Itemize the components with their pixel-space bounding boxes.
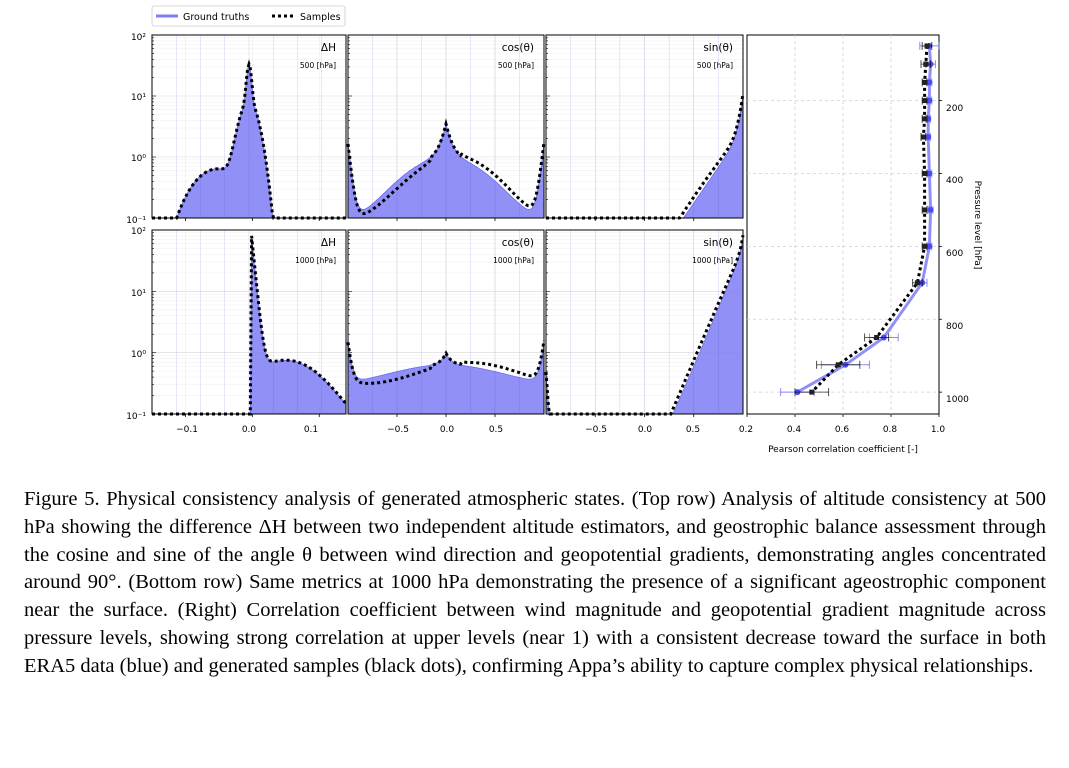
y-tick-label: 10⁰ — [131, 350, 146, 360]
y-tick-label: 10⁰ — [131, 154, 146, 164]
figure: Ground truths Samples ΔH 500 [hPa] cos(θ) 5… — [126, 5, 982, 455]
panel-title: sin(θ) — [703, 237, 733, 249]
y-tick-label: 200 — [946, 104, 963, 114]
x-tick-label: 0.8 — [883, 425, 898, 435]
histogram-panel: sin(θ) 500 [hPa] — [545, 34, 745, 221]
panel-level: 1000 [hPa] — [295, 256, 336, 265]
data-point — [874, 334, 880, 340]
y-tick-label: 10² — [131, 33, 146, 43]
y-axis-bottom: 10² 10¹ 10⁰ 10⁻¹ — [126, 227, 146, 422]
panel-level: 500 [hPa] — [300, 61, 336, 70]
y-tick-label: 400 — [946, 176, 963, 186]
panel-level: 1000 [hPa] — [692, 256, 733, 265]
histogram-panel: cos(θ) 1000 [hPa] — [346, 229, 546, 417]
data-point — [922, 116, 928, 122]
histogram-panel: sin(θ) 1000 [hPa] — [544, 229, 745, 417]
legend: Ground truths Samples — [151, 5, 346, 27]
panel-title: cos(θ) — [502, 42, 534, 54]
data-point — [925, 134, 932, 141]
data-point — [926, 79, 933, 86]
panel-title: ΔH — [321, 42, 336, 54]
x-tick-label: 0.0 — [638, 425, 653, 435]
panel-title: ΔH — [321, 237, 336, 249]
data-point — [924, 43, 930, 49]
panel-level: 500 [hPa] — [697, 61, 733, 70]
x-axis-sin: −0.5 0.0 0.5 — [585, 425, 700, 435]
x-axis-cos: −0.5 0.0 0.5 — [387, 425, 503, 435]
data-point — [927, 206, 934, 213]
data-point — [922, 243, 928, 249]
data-point — [922, 79, 928, 85]
data-point — [923, 61, 929, 67]
data-point — [926, 243, 933, 250]
x-axis-label: Pearson correlation coefficient [-] — [768, 445, 918, 455]
data-point — [922, 98, 928, 104]
data-point — [926, 170, 933, 177]
y-axis-top: 10² 10¹ 10⁰ 10⁻¹ — [126, 33, 146, 226]
y-tick-label: 10² — [131, 227, 146, 237]
x-tick-label: −0.1 — [176, 425, 198, 435]
panel-level: 500 [hPa] — [498, 61, 534, 70]
data-point — [914, 280, 920, 286]
data-point — [922, 170, 928, 176]
correlation-panel: 0.2 0.4 0.6 0.8 1.0 200 400 600 800 1000… — [739, 34, 982, 455]
data-point — [835, 362, 841, 368]
x-tick-label: 0.5 — [489, 425, 503, 435]
data-point — [920, 134, 926, 140]
y-tick-label: 800 — [946, 322, 963, 332]
x-tick-label: 0.2 — [739, 425, 753, 435]
x-tick-label: −0.5 — [585, 425, 607, 435]
panel-title: sin(θ) — [703, 42, 733, 54]
histogram-panel: ΔH 500 [hPa] — [151, 34, 347, 221]
x-tick-label: −0.5 — [387, 425, 409, 435]
data-point — [926, 97, 933, 104]
x-tick-label: 0.5 — [686, 425, 700, 435]
data-point — [922, 207, 928, 213]
panel-level: 1000 [hPa] — [493, 256, 534, 265]
x-tick-label: 0.1 — [304, 425, 318, 435]
legend-samples: Samples — [300, 12, 341, 23]
y-tick-label: 10⁻¹ — [126, 412, 146, 422]
y-tick-label: 10⁻¹ — [126, 216, 146, 226]
legend-ground-truths: Ground truths — [183, 12, 249, 23]
y-tick-label: 10¹ — [131, 289, 146, 299]
x-tick-label: 1.0 — [931, 425, 946, 435]
x-axis-dh: −0.1 0.0 0.1 — [176, 425, 318, 435]
y-tick-label: 10¹ — [131, 93, 146, 103]
y-tick-label: 600 — [946, 249, 963, 259]
y-axis-label: Pressure level [hPa] — [972, 181, 982, 270]
x-tick-label: 0.0 — [440, 425, 455, 435]
x-tick-label: 0.0 — [242, 425, 257, 435]
histogram-panel: ΔH 1000 [hPa] — [151, 229, 348, 417]
histogram-panels: ΔH 500 [hPa] cos(θ) 500 [hPa] sin(θ) 500 [hPa… — [151, 34, 745, 417]
figure-caption: Figure 5. Physical consistency analysis … — [24, 488, 1046, 677]
panel-title: cos(θ) — [502, 237, 534, 249]
x-tick-label: 0.4 — [787, 425, 802, 435]
x-tick-label: 0.6 — [835, 425, 850, 435]
histogram-panel: cos(θ) 500 [hPa] — [346, 34, 546, 221]
y-tick-label: 1000 — [946, 395, 969, 405]
data-point — [809, 389, 815, 395]
